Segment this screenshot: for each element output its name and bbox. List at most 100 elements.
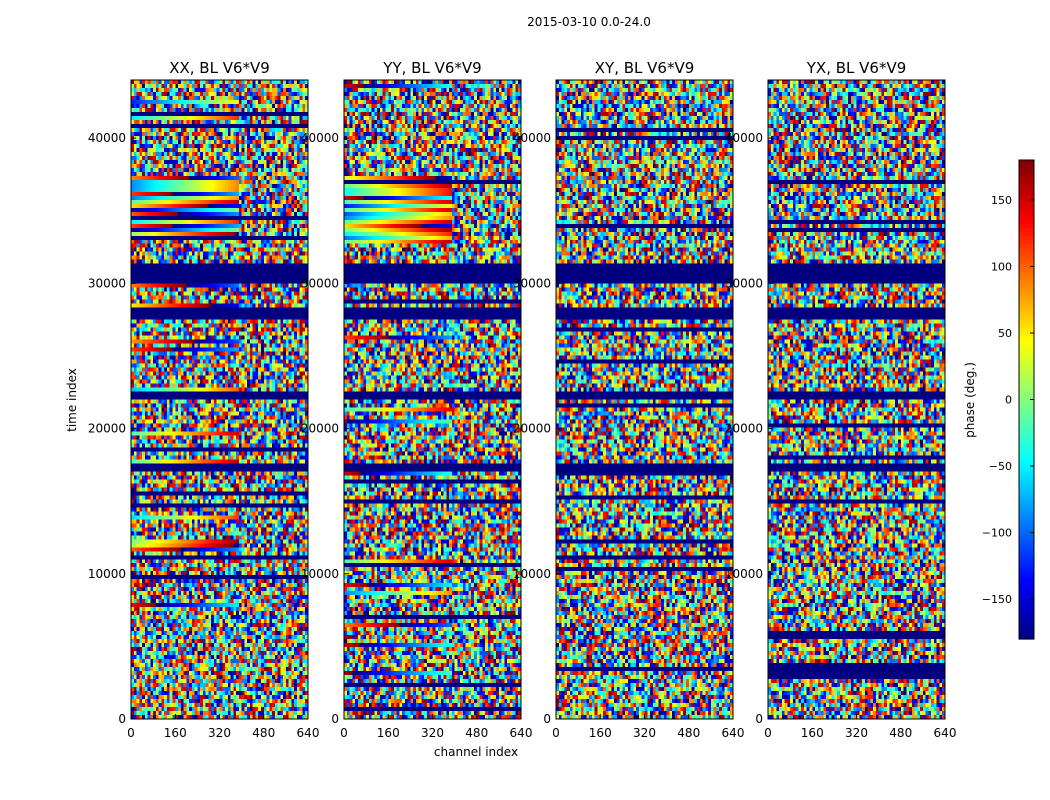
colorbar-segment: [1019, 587, 1034, 592]
colorbar-segment: [1019, 511, 1034, 516]
colorbar-segment: [1019, 459, 1034, 464]
colorbar-segment: [1019, 335, 1034, 341]
x-tick-label: 160: [164, 726, 187, 740]
colorbar-segment: [1019, 195, 1034, 201]
colorbar-segment: [1019, 231, 1034, 237]
colorbar-segment: [1019, 467, 1034, 472]
y-tick-label: 20000: [725, 422, 763, 436]
colorbar-segment: [1019, 571, 1034, 576]
x-tick-label: 160: [589, 726, 612, 740]
heatmap-image: [768, 80, 945, 719]
y-tick-label: 20000: [301, 422, 339, 436]
colorbar-segment: [1019, 411, 1034, 417]
colorbar-segment: [1019, 363, 1034, 369]
colorbar-segment: [1019, 555, 1034, 560]
colorbar-segment: [1019, 507, 1034, 512]
colorbar-segment: [1019, 383, 1034, 389]
colorbar-segment: [1019, 223, 1034, 229]
x-tick-label: 480: [465, 726, 488, 740]
colorbar-segment: [1019, 635, 1034, 640]
x-tick-label: 0: [127, 726, 135, 740]
colorbar-segment: [1019, 299, 1034, 305]
colorbar-segment: [1019, 627, 1034, 632]
y-tick-label: 0: [543, 712, 551, 726]
colorbar-segment: [1019, 339, 1034, 345]
colorbar-segment: [1019, 343, 1034, 349]
colorbar-segment: [1019, 199, 1034, 205]
x-tick-label: 640: [934, 726, 957, 740]
x-tick-label: 640: [297, 726, 320, 740]
colorbar-segment: [1019, 247, 1034, 253]
y-tick-label: 30000: [725, 276, 763, 290]
x-tick-label: 160: [801, 726, 824, 740]
colorbar-segment: [1019, 207, 1034, 213]
colorbar-tick-label: −150: [982, 593, 1012, 606]
colorbar-segment: [1019, 483, 1034, 488]
colorbar-segment: [1019, 203, 1034, 209]
colorbar-segment: [1019, 619, 1034, 624]
colorbar-segment: [1019, 255, 1034, 261]
colorbar-segment: [1019, 503, 1034, 508]
colorbar-segment: [1019, 399, 1034, 405]
colorbar-segment: [1019, 519, 1034, 524]
colorbar-segment: [1019, 215, 1034, 221]
colorbar-tick-label: 150: [991, 194, 1012, 207]
colorbar-segment: [1019, 219, 1034, 225]
colorbar-segment: [1019, 475, 1034, 480]
colorbar-segment: [1019, 523, 1034, 528]
colorbar-segment: [1019, 535, 1034, 540]
colorbar-tick-label: 100: [991, 260, 1012, 273]
colorbar-segment: [1019, 395, 1034, 401]
colorbar-segment: [1019, 455, 1034, 460]
x-tick-label: 640: [722, 726, 745, 740]
panel-title: YX, BL V6*V9: [806, 59, 907, 77]
colorbar-label: phase (deg.): [963, 362, 977, 438]
colorbar-segment: [1019, 559, 1034, 564]
colorbar-segment: [1019, 287, 1034, 293]
colorbar-segment: [1019, 323, 1034, 329]
x-tick-label: 0: [552, 726, 560, 740]
colorbar-segment: [1019, 239, 1034, 245]
panel-3: XY, BL V6*V9 0 160 320 480 640 0 10000 20000 3000…: [513, 59, 745, 740]
colorbar-segment: [1019, 495, 1034, 500]
x-tick-label: 320: [633, 726, 656, 740]
panel-4: YX, BL V6*V9 0 160 320 480 640 0 10000 20000 3000…: [725, 59, 957, 740]
heatmap-image: [131, 80, 308, 719]
y-axis-label: time index: [65, 368, 79, 432]
colorbar-tick-label: −100: [982, 527, 1012, 540]
colorbar-segment: [1019, 423, 1034, 429]
colorbar-segment: [1019, 367, 1034, 373]
colorbar-segment: [1019, 243, 1034, 249]
x-tick-label: 0: [340, 726, 348, 740]
y-tick-label: 0: [755, 712, 763, 726]
colorbar-segment: [1019, 303, 1034, 309]
y-tick-label: 0: [118, 712, 126, 726]
colorbar-segment: [1019, 387, 1034, 393]
colorbar-segment: [1019, 275, 1034, 281]
y-tick-label: 10000: [88, 567, 126, 581]
colorbar-segment: [1019, 403, 1034, 409]
x-tick-label: 480: [252, 726, 275, 740]
colorbar-segment: [1019, 487, 1034, 492]
y-tick-label: 10000: [301, 567, 339, 581]
x-axis-label: channel index: [434, 745, 518, 759]
colorbar-segment: [1019, 539, 1034, 544]
colorbar-segment: [1019, 579, 1034, 584]
colorbar-segment: [1019, 607, 1034, 612]
y-tick-label: 30000: [513, 276, 551, 290]
colorbar-segment: [1019, 183, 1034, 189]
colorbar-segment: [1019, 379, 1034, 385]
colorbar-segment: [1019, 599, 1034, 604]
colorbar-segment: [1019, 551, 1034, 556]
colorbar-segment: [1019, 567, 1034, 572]
colorbar-segment: [1019, 263, 1034, 269]
colorbar-segment: [1019, 167, 1034, 173]
colorbar-segment: [1019, 327, 1034, 333]
colorbar-segment: [1019, 407, 1034, 413]
y-tick-label: 30000: [301, 276, 339, 290]
colorbar-segment: [1019, 527, 1034, 532]
colorbar-tick-label: 50: [998, 327, 1012, 340]
x-tick-label: 0: [764, 726, 772, 740]
x-tick-label: 480: [889, 726, 912, 740]
colorbar-segment: [1019, 283, 1034, 289]
